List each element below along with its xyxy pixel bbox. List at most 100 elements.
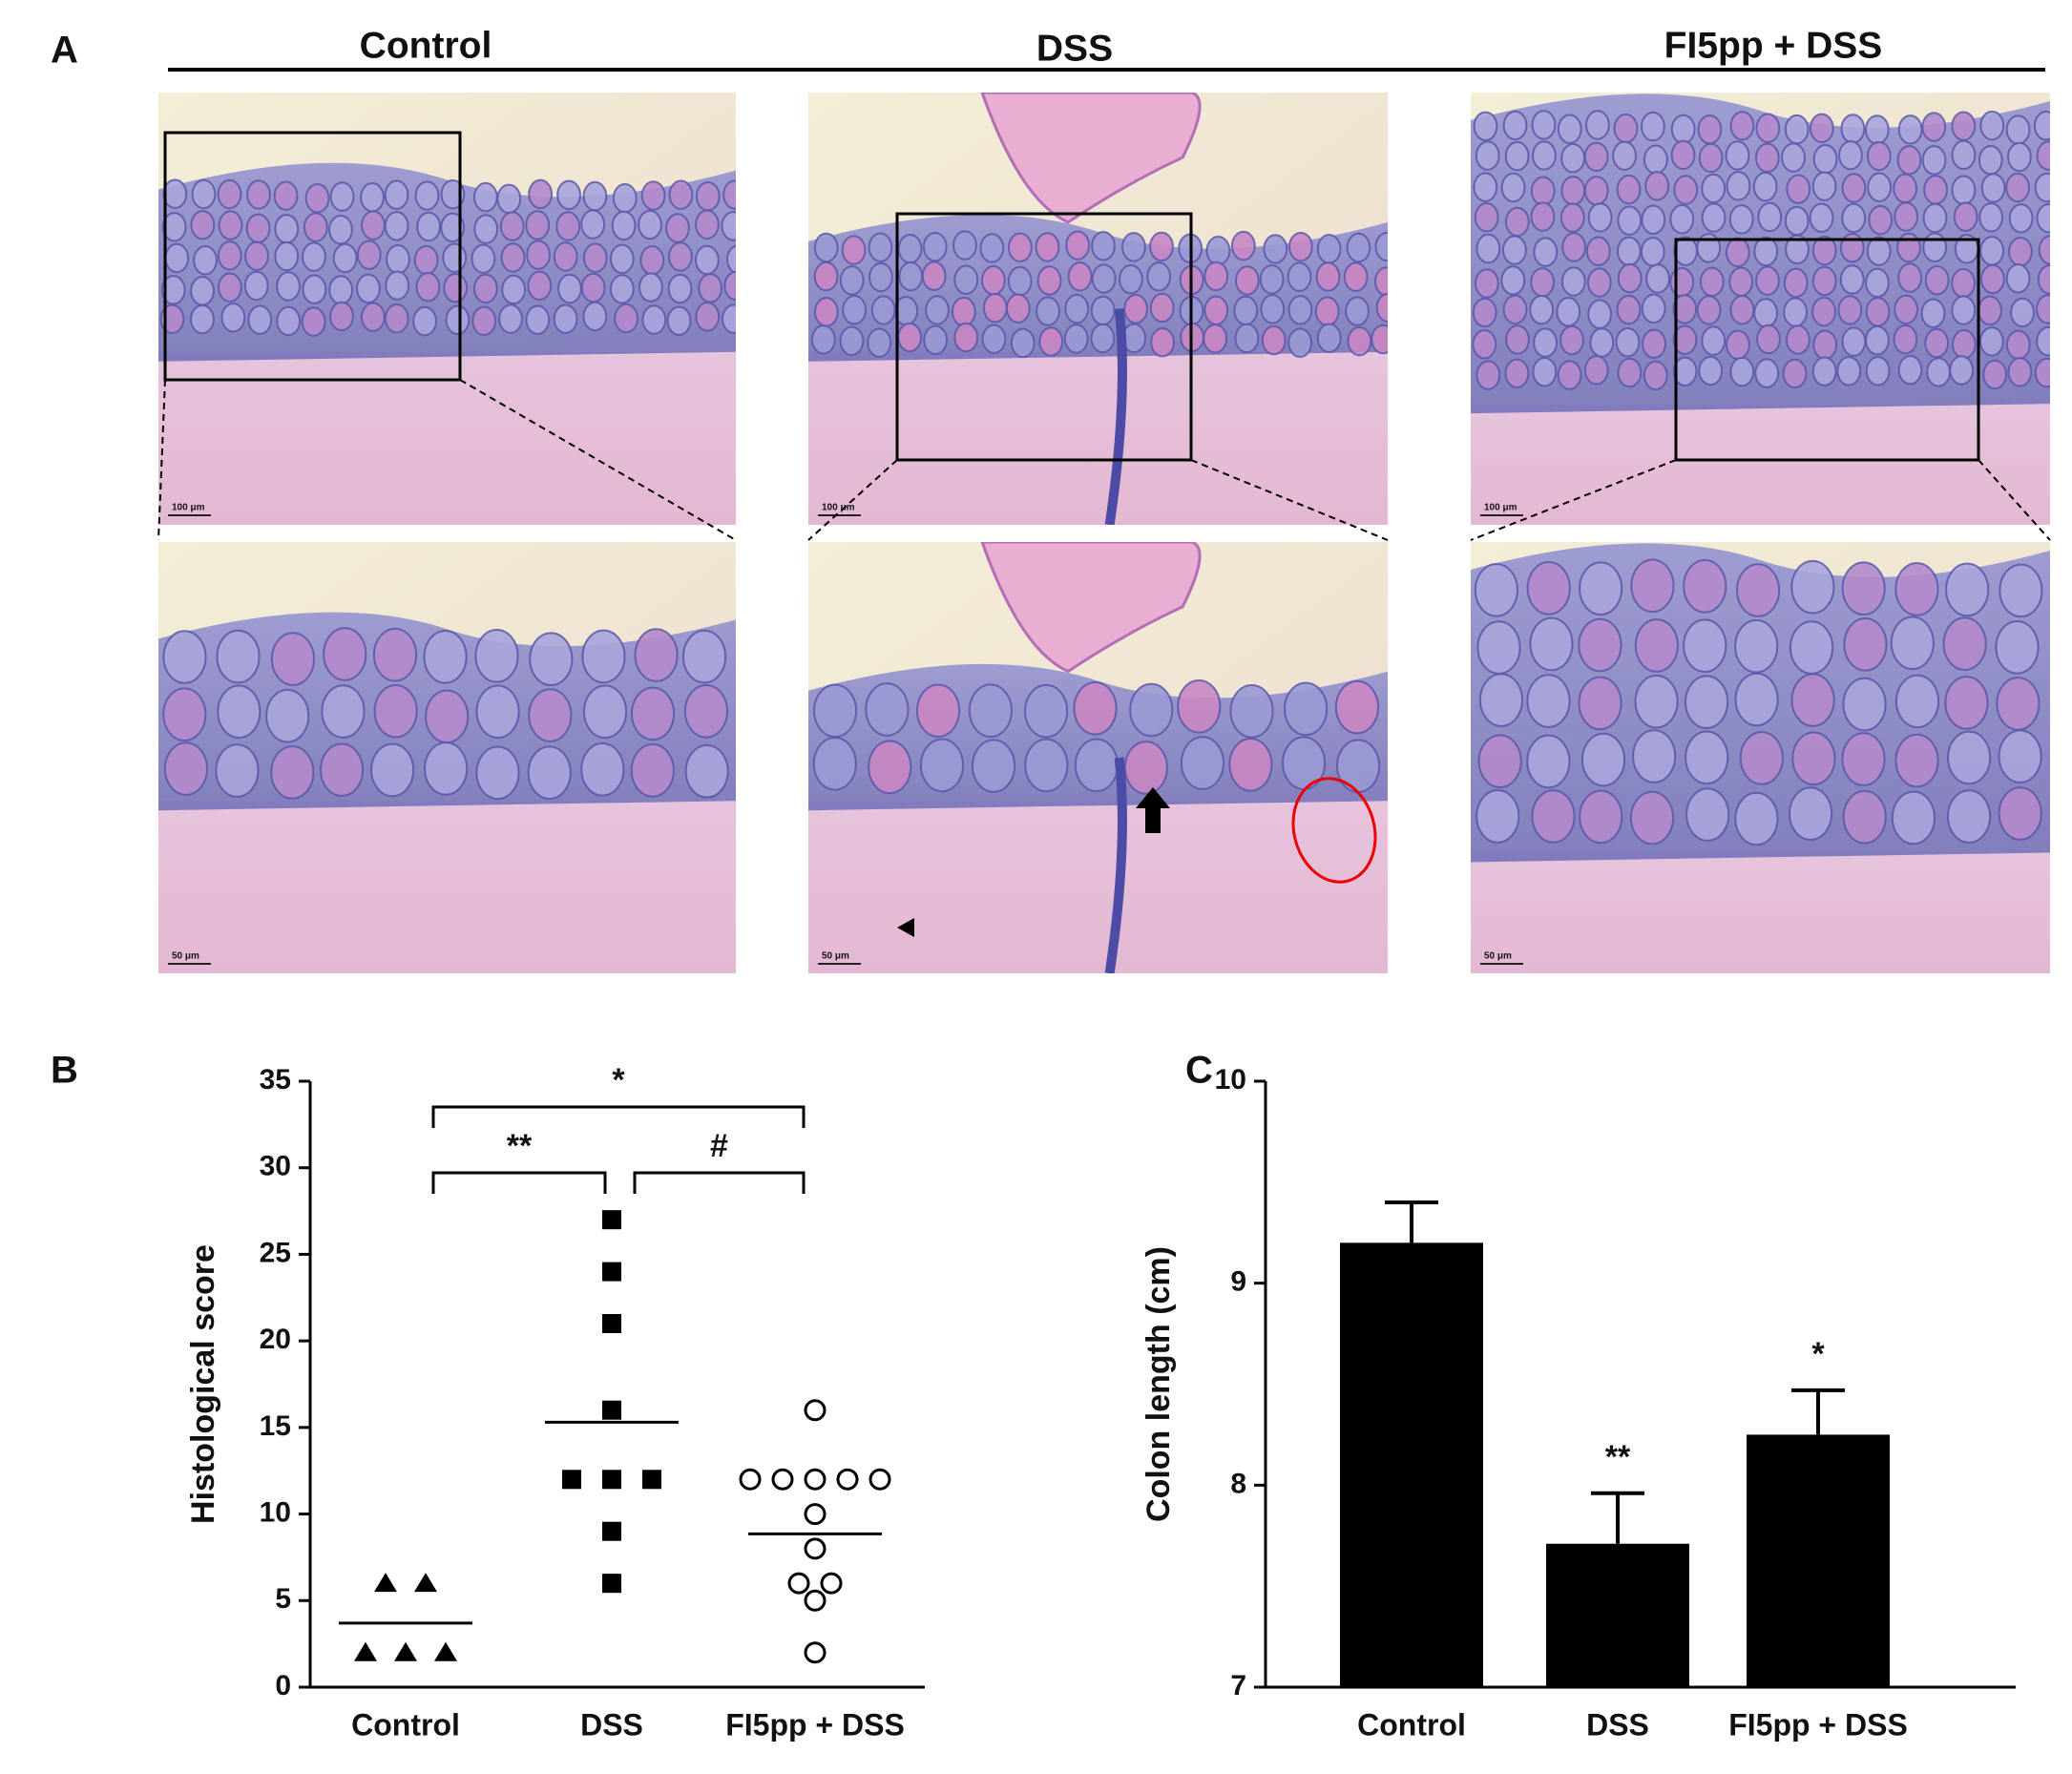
column-header: Control <box>360 25 492 66</box>
crypt <box>1951 329 1977 360</box>
significance-label: * <box>612 1062 625 1098</box>
crypt <box>1641 111 1665 142</box>
crypt <box>1502 110 1528 141</box>
crypt <box>1477 734 1522 788</box>
point <box>869 1468 891 1491</box>
crypt <box>1739 731 1784 785</box>
crypt <box>1560 142 1586 174</box>
crypt <box>634 628 679 682</box>
crypt <box>1838 139 1863 171</box>
crypt <box>1701 202 1727 233</box>
crypt <box>1118 264 1143 295</box>
crypt <box>725 244 736 275</box>
crypt <box>1526 674 1571 728</box>
crypt <box>1504 206 1530 238</box>
crypt <box>1612 140 1637 171</box>
crypt <box>1005 293 1031 323</box>
crypt <box>384 211 409 241</box>
crypt <box>1529 294 1555 325</box>
crypt <box>1669 204 1695 235</box>
muscle-layer <box>158 351 736 525</box>
crypt <box>1982 359 2008 390</box>
crypt <box>1729 111 1755 141</box>
crypt <box>473 214 499 244</box>
crypt <box>1234 323 1260 354</box>
crypt <box>1841 202 1867 234</box>
tissue <box>1471 93 2050 525</box>
crypt <box>1205 236 1231 266</box>
crypt <box>1729 295 1755 325</box>
crypt <box>2036 202 2050 234</box>
y-tick-label: 5 <box>275 1583 291 1615</box>
crypt <box>525 304 551 335</box>
crypt <box>1811 296 1836 327</box>
crypt <box>2034 357 2050 388</box>
crypt <box>981 323 1007 354</box>
crypt <box>1090 323 1116 354</box>
significance-label: ** <box>507 1128 533 1164</box>
crypt <box>1505 324 1530 355</box>
crypt <box>1683 559 1727 614</box>
crypt <box>915 683 961 739</box>
point <box>602 1470 621 1490</box>
crypt <box>1786 324 1810 355</box>
crypt <box>220 303 246 333</box>
crypt <box>1729 356 1755 387</box>
crypt <box>384 303 409 334</box>
crypt <box>1529 616 1574 672</box>
crypt <box>2008 236 2033 267</box>
crypt <box>1784 114 1810 145</box>
crypt <box>217 178 242 210</box>
crypt <box>1757 201 1783 233</box>
crypt <box>1836 356 1862 386</box>
crypt <box>813 297 839 327</box>
crypt <box>500 242 526 273</box>
inset-box <box>895 212 1193 462</box>
crypt <box>580 209 606 240</box>
crypt <box>1347 325 1372 357</box>
crypt <box>319 742 365 798</box>
y-tick-label: 30 <box>260 1151 291 1182</box>
point <box>804 1399 827 1422</box>
crypt <box>1583 355 1609 386</box>
crypt <box>423 630 468 684</box>
crypt <box>425 689 470 744</box>
crypt <box>1893 173 1918 204</box>
point <box>354 1641 377 1661</box>
crypt <box>1951 267 1977 299</box>
histology-image: 100 μm <box>158 93 736 525</box>
crypt <box>1866 236 1892 266</box>
crypt <box>1785 234 1810 265</box>
crypt <box>869 261 893 293</box>
crypt <box>1685 730 1729 785</box>
crypt <box>1585 236 1611 266</box>
crypt <box>1502 235 1527 265</box>
scale-bar-label: 100 μm <box>822 503 855 513</box>
crypt <box>1121 232 1146 262</box>
crypt <box>1645 263 1670 294</box>
crypt <box>1500 265 1526 296</box>
crypt <box>1790 673 1835 727</box>
ulcer <box>980 93 1202 224</box>
crypt <box>526 240 551 270</box>
crypt <box>1672 324 1698 355</box>
crypt <box>1890 616 1935 671</box>
crypt <box>1865 324 1890 356</box>
crypt <box>1811 235 1837 266</box>
crypt <box>1894 674 1940 729</box>
x-tick-label: Control <box>351 1707 460 1742</box>
crypt <box>641 304 667 335</box>
crypt <box>698 273 723 303</box>
crypt <box>1841 561 1886 616</box>
crypt <box>1526 561 1571 616</box>
crypt <box>868 232 893 262</box>
crypt <box>1980 173 2006 203</box>
crypt <box>1617 205 1643 236</box>
histology-image: 100 μm <box>1471 93 2050 525</box>
crypt <box>1616 174 1642 205</box>
crypt <box>1867 172 1893 202</box>
crypt <box>1725 140 1750 171</box>
crypt <box>1756 323 1781 355</box>
crypt <box>1641 293 1666 324</box>
crypt <box>215 743 260 798</box>
